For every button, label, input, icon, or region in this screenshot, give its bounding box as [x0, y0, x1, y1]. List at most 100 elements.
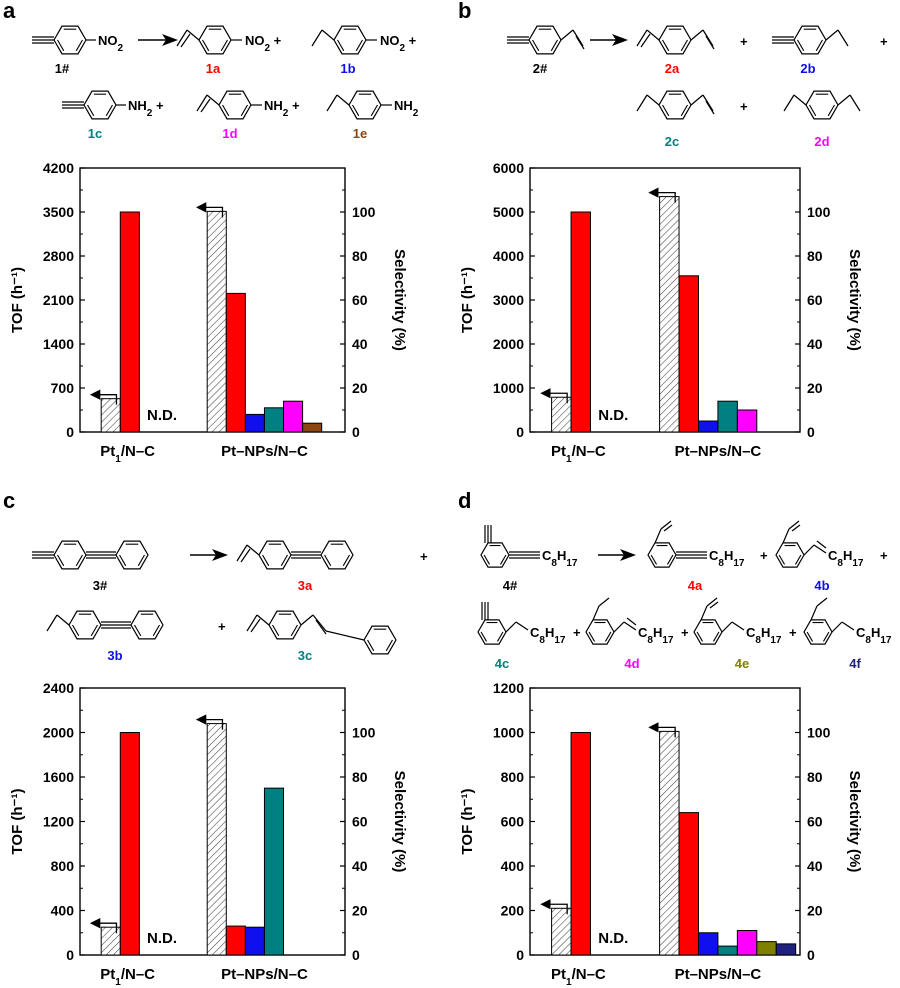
ring-outline: [528, 25, 562, 55]
bond-line: [837, 94, 851, 106]
text-span: 17: [852, 558, 864, 569]
selectivity-bar: [717, 400, 738, 433]
bond-line: [813, 544, 827, 554]
bond-line: [825, 29, 839, 41]
left-axis-arrow: [195, 202, 224, 218]
y-left-tick-label: 6000: [493, 160, 524, 176]
bond-line: [137, 554, 145, 567]
text-span: 1: [115, 454, 121, 465]
chart-b: 0 1000 2000 3000 4000 5000 6000 0 20 40 60 80 100 TOF…: [459, 160, 863, 465]
bond-line: [240, 548, 251, 563]
bond-line: [290, 624, 298, 637]
bond-line: [663, 524, 673, 532]
selectivity-bar: [697, 932, 719, 956]
text-span: 17: [554, 635, 566, 646]
text-span: 2: [265, 43, 271, 54]
y-right-tick-label: 0: [807, 424, 815, 440]
product-label: 2c: [665, 134, 679, 149]
substituent: [481, 602, 489, 620]
plus-sign: +: [218, 619, 226, 634]
bond-line: [640, 33, 651, 48]
text-span: C: [856, 625, 866, 640]
benzene-ring: [658, 90, 692, 120]
bond-line: [202, 39, 210, 52]
text-span: H: [724, 548, 733, 563]
text-span: NH: [128, 98, 147, 113]
text-span: C: [638, 625, 648, 640]
benzene-ring: [528, 25, 562, 55]
reaction-arrow: [138, 34, 178, 46]
bond-line: [57, 554, 65, 567]
text-span: 8: [647, 635, 653, 646]
chart-d: 0 200 400 600 800 1000 1200 0 20 40 60 80 100 TOF (h⁻…: [459, 680, 863, 988]
y-left-axis-label: TOF (h⁻¹): [9, 267, 26, 333]
bond-line: [505, 621, 517, 633]
bond-line: [731, 621, 745, 631]
text-span: Pt: [551, 966, 566, 983]
y-right-tick-label: 40: [807, 858, 823, 874]
ring-outline: [268, 610, 302, 640]
bond-line: [816, 540, 827, 549]
text-span: 8: [551, 558, 557, 569]
ring-outline: [258, 540, 292, 570]
substituent: [484, 525, 492, 543]
chart-c: 0 400 800 1200 1600 2000 2400 0 20 40 60 80 100 TOF (…: [9, 680, 408, 988]
y-left-tick-label: 1200: [493, 680, 524, 696]
text-span: 8: [755, 635, 761, 646]
alkyl-chain: C8H17: [638, 625, 674, 646]
y-right-tick-label: 60: [352, 814, 368, 830]
text-span: NH: [264, 98, 283, 113]
bond-line: [788, 520, 800, 530]
bond-line: [810, 605, 818, 621]
selectivity-bar: [263, 407, 285, 433]
substituent: [810, 597, 828, 621]
bond-line: [636, 94, 648, 112]
scheme-b: 2# 2a +2b +2c +2d: [507, 25, 888, 149]
bond-line: [705, 35, 715, 50]
nd-label: N.D.: [147, 930, 177, 947]
y-left-tick-label: 1200: [43, 814, 74, 830]
bond-line: [200, 98, 211, 113]
benzene-ring: [805, 90, 839, 120]
bond-line: [598, 597, 610, 607]
bond-line: [152, 624, 160, 637]
bond-line: [696, 631, 704, 642]
text-span: 17: [733, 558, 745, 569]
nitro-group: NO2 +: [380, 33, 417, 54]
y-left-tick-label: 1000: [493, 725, 524, 741]
left-axis-arrow: [648, 187, 676, 203]
tof-bar: [659, 196, 680, 433]
benzene-ring: [480, 542, 510, 568]
bond-line: [272, 624, 280, 637]
y-right-axis-label: Selectivity (%): [846, 249, 863, 351]
ring-outline: [333, 25, 367, 55]
text-span: H: [653, 625, 662, 640]
benzene-ring: [693, 619, 723, 645]
selectivity-bar: [225, 925, 246, 956]
substituent: [782, 520, 801, 544]
y-left-tick-label: 3000: [493, 292, 524, 308]
left-axis-arrow: [195, 714, 224, 730]
bond-line: [613, 621, 625, 633]
benzene-ring: [53, 540, 87, 570]
alkyne-group: [507, 36, 529, 44]
ring-outline: [348, 90, 382, 120]
bond-line: [604, 631, 612, 642]
alkyl-chain: C8H17: [709, 548, 745, 569]
ring-outline: [658, 90, 692, 120]
bond-line: [782, 528, 790, 544]
bond-line: [352, 104, 360, 117]
bond-line: [626, 617, 637, 626]
y-left-tick-label: 200: [501, 903, 525, 919]
ring-outline: [585, 619, 615, 645]
y-right-tick-label: 40: [352, 858, 368, 874]
selectivity-bar: [225, 292, 246, 433]
bond-line: [702, 29, 714, 47]
bond-line: [816, 597, 828, 607]
vinyl-group: [176, 29, 200, 48]
product-label: 2a: [665, 61, 680, 76]
reaction-arrow: [590, 34, 628, 46]
nd-label: N.D.: [598, 407, 628, 424]
bond-line: [849, 94, 861, 112]
bond-line: [280, 554, 288, 567]
